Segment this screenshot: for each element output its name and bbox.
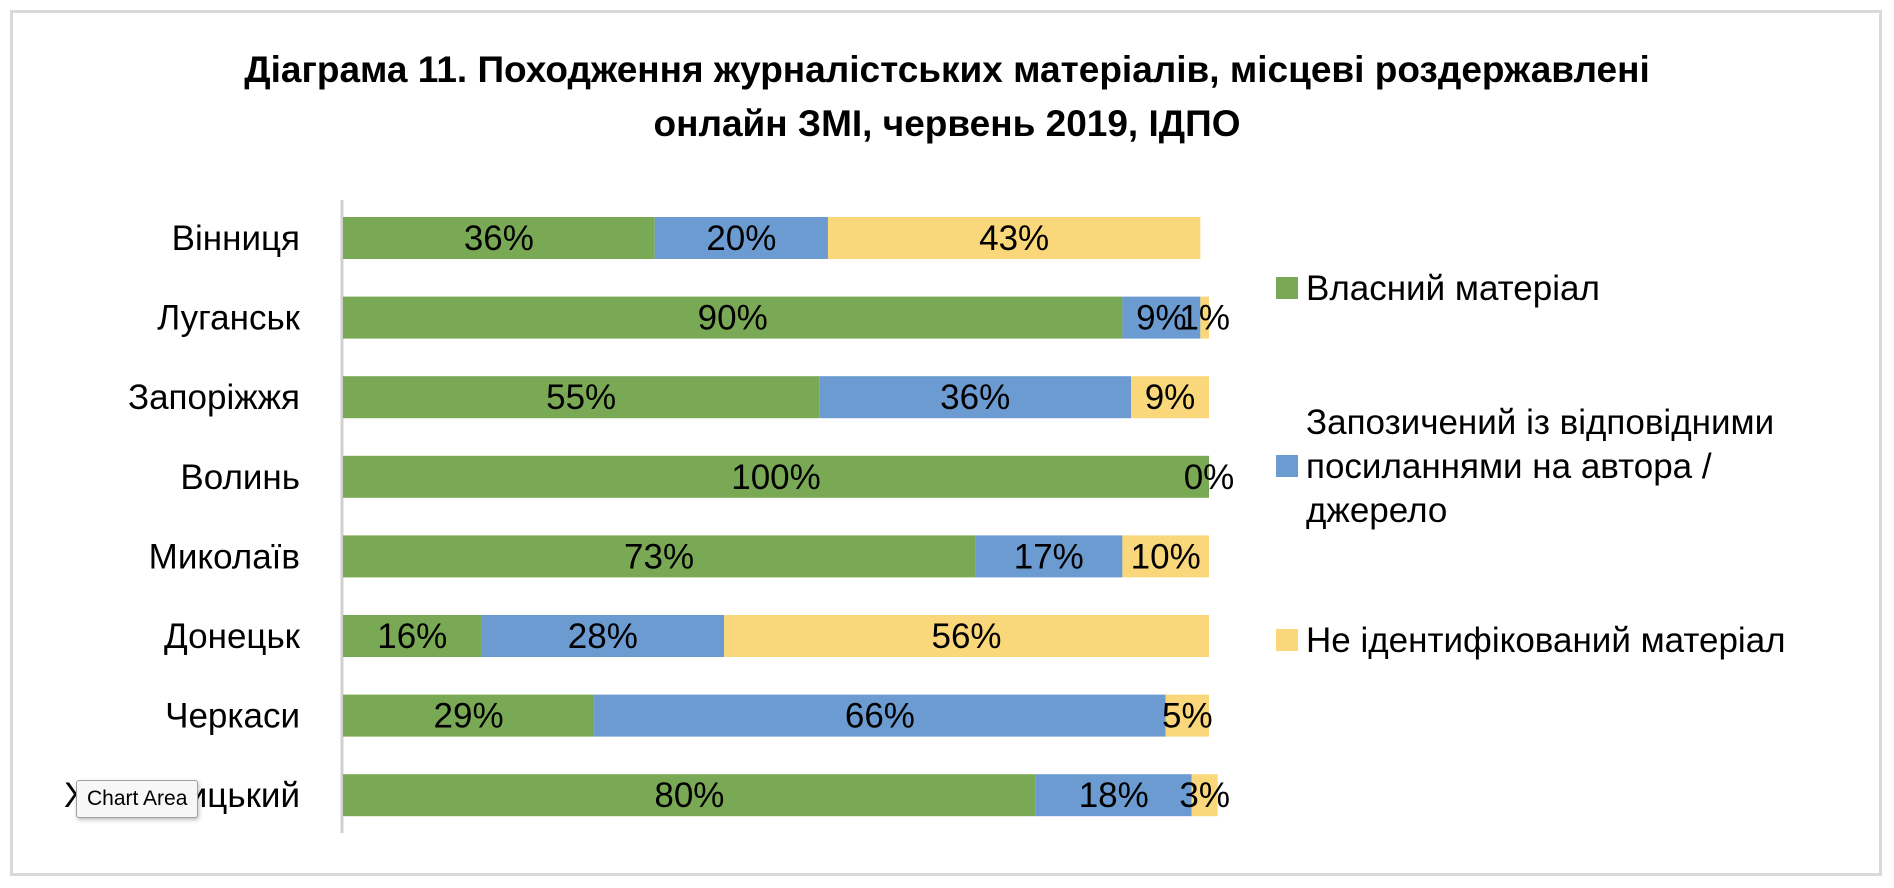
category-label: Донецьк [164,617,301,656]
data-label: 80% [654,776,724,815]
data-label: 100% [731,458,821,497]
chart-title: Діаграма 11. Походження журналістських м… [244,49,1650,144]
bar-segments [343,217,1218,817]
bar-segment [343,535,976,578]
data-label: 16% [377,617,447,656]
legend: Власний матеріал Запозичений із відповідн… [1276,269,1786,660]
legend-label: Запозичений із відповідними [1306,403,1774,442]
data-label: 17% [1014,537,1084,576]
bar-segment [343,455,1209,498]
data-label: 56% [931,617,1001,656]
data-label: 9% [1145,378,1196,417]
bar-segment [654,217,828,259]
chart-area-tooltip: Chart Area [76,780,199,818]
bar-segment [975,535,1123,578]
category-label: Запоріжжя [128,378,300,417]
bar-segment [343,694,595,737]
bar-segment [1122,535,1209,578]
legend-swatch [1276,277,1298,299]
data-labels: 36% 20% 43%90% 9%1%55% 36% 9%100% 0%73% 17% 10%1… [377,219,1234,815]
legend-label: Не ідентифікований матеріал [1306,621,1786,660]
data-label: 0% [1184,458,1235,497]
bar-segment [1131,376,1209,419]
data-label: 1% [1179,299,1230,338]
bar-segment [481,615,725,657]
data-label: 5% [1162,697,1213,736]
bar-segment [1191,774,1218,817]
bar-segment [343,296,1123,339]
data-label: 20% [706,219,776,258]
data-label: 10% [1131,537,1201,576]
bar-segment [1165,694,1209,737]
bar-segment [343,217,655,259]
chart-title-line-2: онлайн ЗМІ, червень 2019, ІДПО [654,103,1241,144]
category-axis-labels: Вінниця Луганськ Запоріжжя Волинь Миколаїв До… [64,219,301,815]
data-label: 28% [568,617,638,656]
bar-segment [1200,296,1209,339]
category-label: Вінниця [172,219,300,258]
data-label: 66% [845,697,915,736]
bar-segment [1035,774,1192,817]
bar-segment [343,615,482,657]
data-label: 43% [979,219,1049,258]
chart-title-line-1: Діаграма 11. Походження журналістських м… [244,49,1650,90]
bar-segment [594,694,1166,737]
category-label: Черкаси [165,697,300,736]
data-label: 90% [698,299,768,338]
bar-segment [724,615,1209,657]
legend-label: посиланнями на автора / [1306,447,1712,486]
category-label: Миколаїв [149,537,300,576]
legend-swatch [1276,629,1298,651]
bar-segment [1122,296,1201,339]
data-label: 29% [434,697,504,736]
bar-segment [819,376,1132,419]
data-label: 18% [1079,776,1149,815]
bar-segment [343,774,1036,817]
category-label: Луганськ [157,299,300,338]
data-label: 73% [624,537,694,576]
legend-label: джерело [1306,491,1447,530]
legend-label: Власний матеріал [1306,269,1600,308]
data-label: 36% [464,219,534,258]
data-label: 55% [546,378,616,417]
legend-swatch [1276,455,1298,477]
bar-segment [827,217,1201,259]
category-label: Волинь [180,458,300,497]
data-label: 9% [1136,299,1187,338]
data-label: 36% [940,378,1010,417]
bar-segment [343,376,820,419]
data-label: 3% [1179,776,1230,815]
